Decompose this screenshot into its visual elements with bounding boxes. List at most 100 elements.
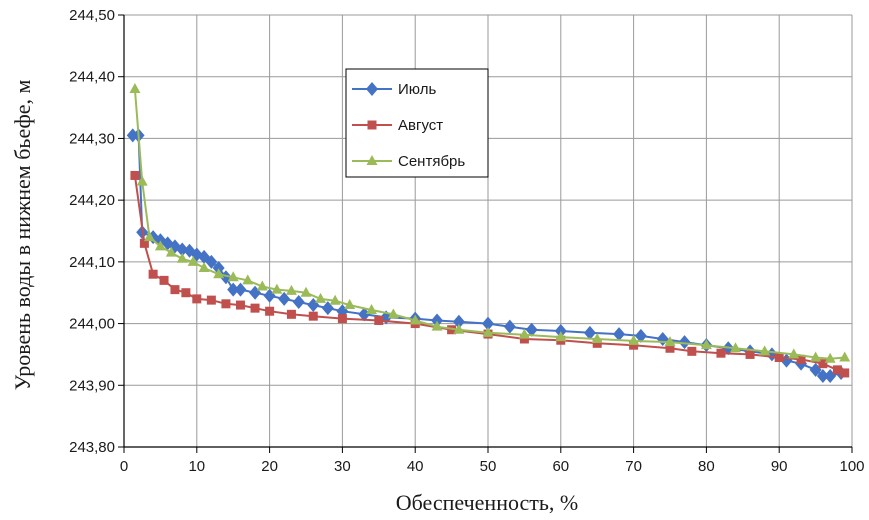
data-point — [206, 295, 216, 305]
x-tick-label: 70 — [625, 458, 642, 475]
data-point — [591, 333, 603, 343]
data-point — [816, 369, 829, 384]
data-point — [242, 274, 254, 285]
data-point — [788, 348, 800, 359]
data-point — [213, 268, 225, 279]
data-point — [300, 286, 312, 297]
legend-marker — [367, 120, 377, 130]
x-tick-label: 60 — [552, 458, 569, 475]
data-point — [308, 311, 318, 321]
data-point — [192, 294, 202, 304]
data-point — [139, 238, 149, 248]
x-tick-label: 100 — [839, 458, 864, 475]
y-tick-label: 244,00 — [69, 316, 115, 333]
data-point — [678, 335, 691, 350]
legend-marker — [366, 155, 378, 165]
x-tick-label: 30 — [334, 458, 351, 475]
legend: Июль Август Сентябрь — [345, 68, 489, 178]
x-axis-title: Обеспеченность, % — [396, 490, 579, 515]
data-point — [292, 294, 305, 309]
data-point — [759, 345, 771, 356]
data-point — [154, 240, 166, 251]
data-point — [452, 314, 465, 329]
data-point — [818, 359, 828, 369]
y-tick-label: 244,20 — [69, 192, 115, 209]
data-point — [525, 322, 538, 337]
data-point — [431, 320, 443, 331]
legend-label: Июль — [398, 81, 436, 98]
data-point — [613, 327, 626, 342]
legend-label: Август — [398, 117, 443, 134]
x-tick-label: 90 — [771, 458, 788, 475]
data-point — [212, 261, 225, 276]
data-point — [824, 352, 836, 363]
data-point — [181, 288, 191, 298]
data-point — [176, 242, 189, 257]
data-point — [256, 280, 268, 291]
data-point — [170, 285, 180, 295]
legend-marker — [366, 82, 378, 96]
x-tick-label: 0 — [120, 458, 128, 475]
data-point — [810, 351, 822, 362]
data-point — [221, 299, 231, 309]
data-point — [235, 300, 245, 310]
data-point — [774, 353, 784, 363]
data-point — [518, 328, 530, 339]
data-point — [278, 291, 291, 306]
data-point — [143, 231, 155, 242]
data-point — [337, 314, 347, 324]
data-point — [187, 255, 199, 266]
data-point — [447, 325, 457, 335]
tick-labels: 0 10 20 30 40 50 60 70 80 90 100 243,80 243,90 244,00… — [69, 7, 864, 475]
data-point — [583, 325, 596, 340]
data-point — [227, 282, 240, 297]
data-point — [832, 365, 842, 375]
x-tick-label: 10 — [188, 458, 205, 475]
data-point — [629, 340, 639, 350]
series-layer — [126, 83, 851, 384]
data-point — [250, 303, 260, 313]
data-point — [453, 323, 465, 334]
data-point — [227, 271, 239, 282]
x-tick-label: 40 — [407, 458, 424, 475]
data-point — [329, 294, 341, 305]
data-point — [431, 313, 444, 328]
data-point — [387, 308, 399, 319]
data-point — [285, 284, 297, 295]
y-tick-label: 244,30 — [69, 130, 115, 147]
data-point — [555, 331, 567, 342]
data-point — [796, 354, 806, 364]
y-tick-label: 243,80 — [69, 439, 115, 456]
legend-label: Сентябрь — [398, 153, 465, 170]
data-point — [271, 283, 283, 294]
data-point — [358, 307, 371, 322]
data-point — [664, 336, 676, 347]
data-point — [700, 339, 712, 350]
data-point — [840, 368, 850, 378]
data-point — [716, 348, 726, 358]
data-point — [315, 292, 327, 303]
data-point — [482, 326, 494, 337]
data-point — [628, 334, 640, 345]
data-point — [634, 328, 647, 343]
x-tick-label: 50 — [480, 458, 497, 475]
data-point — [159, 275, 169, 285]
x-tick-label: 20 — [261, 458, 278, 475]
y-tick-label: 244,50 — [69, 7, 115, 24]
data-point — [665, 343, 675, 353]
y-tick-label: 244,10 — [69, 254, 115, 271]
data-point — [839, 351, 851, 362]
data-point — [687, 346, 697, 356]
data-point — [136, 175, 148, 186]
data-point — [482, 316, 494, 331]
data-point — [265, 306, 275, 316]
data-point — [198, 262, 210, 273]
data-point — [165, 246, 177, 257]
axes — [118, 14, 853, 453]
data-point — [205, 254, 218, 269]
y-tick-label: 244,40 — [69, 69, 115, 86]
data-point — [519, 334, 529, 344]
data-point — [503, 319, 516, 334]
series-3 — [129, 83, 851, 363]
